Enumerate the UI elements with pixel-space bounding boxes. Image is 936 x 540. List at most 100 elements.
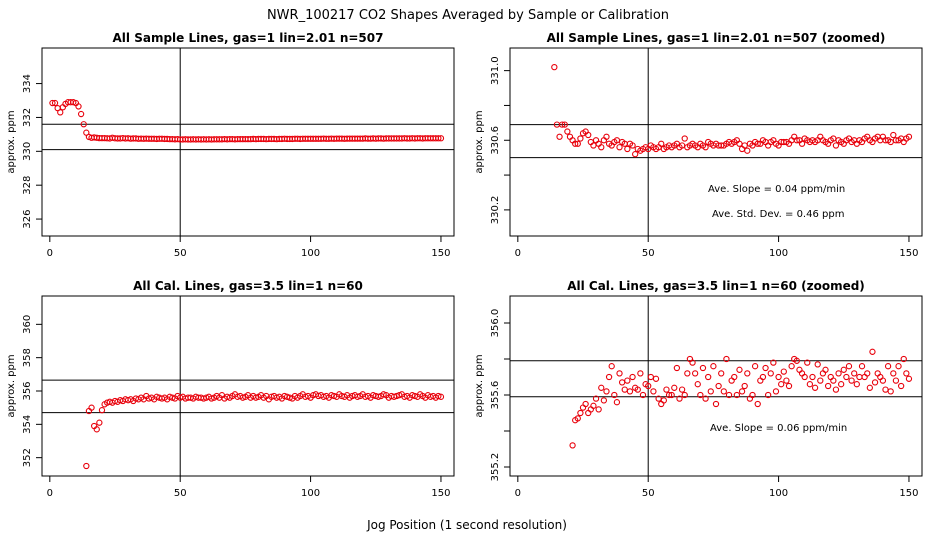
data-point <box>569 442 576 449</box>
data-point <box>783 377 790 384</box>
x-tick-label: 0 <box>515 248 521 259</box>
data-point <box>697 391 704 399</box>
data-point <box>856 373 863 381</box>
y-tick-label: 360 <box>22 315 33 334</box>
data-point <box>590 402 597 409</box>
y-tick-label: 355.2 <box>490 453 501 482</box>
data-point <box>900 355 907 363</box>
data-point <box>731 373 738 381</box>
data-point <box>572 140 579 147</box>
data-point <box>890 131 897 139</box>
panel-4: All Cal. Lines, gas=3.5 lin=1 n=60 (zoom… <box>474 279 923 499</box>
data-point <box>895 363 902 370</box>
panels: All Sample Lines, gas=1 lin=2.01 n=507 0 5… <box>6 31 923 499</box>
data-point <box>595 406 602 413</box>
data-point <box>556 133 563 140</box>
data-point <box>624 377 631 384</box>
data-point <box>754 400 761 408</box>
data-point <box>605 373 613 381</box>
data-point <box>561 121 568 128</box>
data-point <box>655 395 662 402</box>
data-point <box>814 361 821 368</box>
data-point <box>890 370 897 377</box>
data-point <box>624 145 631 153</box>
data-point <box>796 366 803 373</box>
data-point <box>582 400 589 408</box>
data-point <box>681 135 688 142</box>
data-point <box>559 121 566 128</box>
data-point <box>751 363 759 370</box>
data-point <box>634 386 641 393</box>
data-point <box>819 370 827 377</box>
data-point <box>877 373 884 381</box>
figure-title: NWR_100217 CO2 Shapes Averaged by Sample… <box>267 8 669 23</box>
data-point <box>801 373 808 381</box>
data-point <box>77 110 85 118</box>
panel-2: All Sample Lines, gas=1 lin=2.01 n=507 (… <box>474 31 923 259</box>
y-tick-label: 331.0 <box>490 56 501 85</box>
data-point <box>757 377 764 384</box>
data-point <box>832 386 840 393</box>
data-point <box>736 366 743 373</box>
data-point <box>585 409 592 417</box>
data-point <box>738 388 746 395</box>
data-point <box>75 103 82 110</box>
plot-frame <box>509 47 923 237</box>
x-tick-label: 0 <box>515 488 521 499</box>
data-point <box>645 382 652 390</box>
data-point <box>775 373 782 381</box>
data-point <box>817 377 824 384</box>
data-point <box>579 404 587 411</box>
data-point <box>652 375 660 382</box>
data-point <box>691 370 699 377</box>
data-point <box>689 359 696 366</box>
figure-x-axis-label: Jog Position (1 second resolution) <box>366 518 567 532</box>
y-tick-label: 356.0 <box>490 309 501 338</box>
data-point <box>694 381 701 388</box>
x-tick-label: 100 <box>769 248 788 259</box>
data-point <box>705 373 712 381</box>
y-tick-label: 352 <box>22 448 33 467</box>
data-point <box>843 373 850 381</box>
y-axis-label: approx. ppm <box>6 354 17 417</box>
y-tick-label: 326 <box>22 210 33 229</box>
data-point <box>699 364 707 372</box>
x-tick-label: 50 <box>642 248 655 259</box>
data-point <box>577 135 584 142</box>
data-point <box>720 388 727 395</box>
data-point <box>702 395 709 402</box>
data-point <box>673 364 681 372</box>
data-point <box>804 359 811 366</box>
data-point <box>600 397 608 404</box>
data-point <box>663 386 670 393</box>
data-point <box>754 140 761 147</box>
data-point <box>897 382 905 390</box>
data-point <box>598 144 605 151</box>
y-tick-label: 354 <box>22 415 33 434</box>
data-point <box>676 395 683 402</box>
y-tick-label: 330.2 <box>490 196 501 225</box>
data-point <box>853 381 860 388</box>
data-point <box>772 388 780 395</box>
panel-title: All Cal. Lines, gas=3.5 lin=1 n=60 (zoom… <box>567 279 865 293</box>
data-point <box>793 137 800 144</box>
data-point <box>864 370 871 377</box>
panel-3: All Cal. Lines, gas=3.5 lin=1 n=60 0 50 100… <box>6 279 455 499</box>
data-point <box>639 391 647 399</box>
x-tick-label: 50 <box>174 248 187 259</box>
data-point <box>851 370 858 377</box>
data-point <box>892 377 900 384</box>
data-point <box>882 386 889 393</box>
data-point <box>671 384 678 391</box>
y-tick-label: 355.6 <box>490 381 501 410</box>
data-point <box>903 370 910 377</box>
data-point <box>618 379 626 386</box>
plot-frame <box>41 295 455 477</box>
x-tick-label: 50 <box>174 488 187 499</box>
y-tick-label: 356 <box>22 381 33 400</box>
data-point <box>650 388 657 395</box>
data-point <box>80 121 87 128</box>
y-axis-label: approx. ppm <box>474 354 485 417</box>
data-point <box>778 381 785 388</box>
data-point <box>838 381 845 388</box>
